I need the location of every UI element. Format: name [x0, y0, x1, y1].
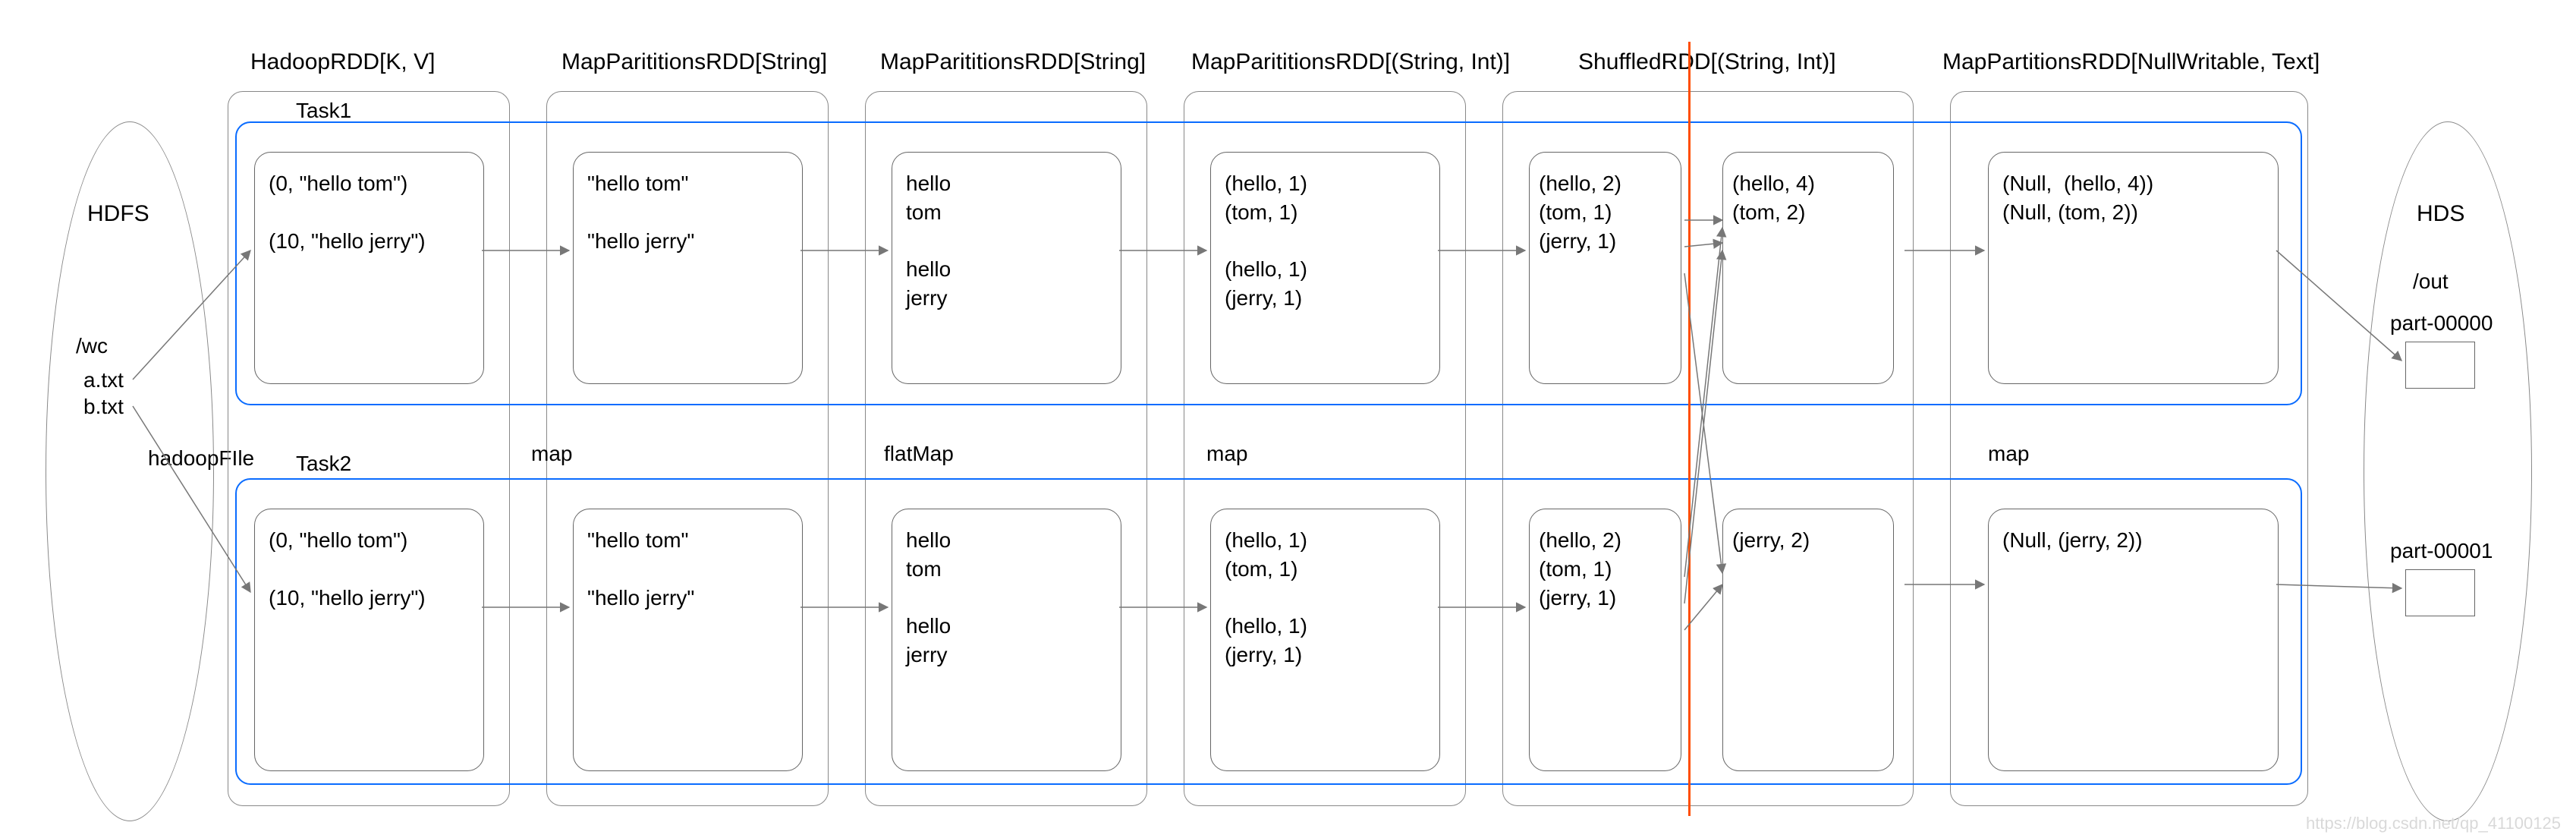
hdfs-title: HDFS: [87, 201, 149, 227]
hds-part1: part-00001: [2390, 539, 2493, 563]
partition-5a-pre: (hello, 2) (tom, 1) (jerry, 1): [1529, 152, 1681, 384]
partition-5b-pre: (hello, 2) (tom, 1) (jerry, 1): [1529, 509, 1681, 771]
hds-title: HDS: [2417, 201, 2464, 227]
partition-4b: (hello, 1) (tom, 1) (hello, 1) (jerry, 1…: [1210, 509, 1440, 771]
hds-part0-box: [2405, 342, 2475, 389]
col2-header: MapParititionsRDD[String]: [561, 49, 827, 75]
partition-2b: "hello tom" "hello jerry": [573, 509, 803, 771]
op-flatmap: flatMap: [884, 442, 954, 466]
stage-divider: [1688, 42, 1691, 816]
op-map3: map: [1206, 442, 1247, 466]
partition-5b-post: (jerry, 2): [1722, 509, 1894, 771]
partition-4a: (hello, 1) (tom, 1) (hello, 1) (jerry, 1…: [1210, 152, 1440, 384]
partition-2a: "hello tom" "hello jerry": [573, 152, 803, 384]
hds-dir: /out: [2413, 269, 2449, 294]
col3-header: MapParititionsRDD[String]: [880, 49, 1146, 75]
op-map1: map: [531, 442, 572, 466]
hdfs-dir: /wc: [76, 334, 108, 358]
op-map4: map: [1988, 442, 2029, 466]
partition-1a: (0, "hello tom") (10, "hello jerry"): [254, 152, 484, 384]
partition-6b: (Null, (jerry, 2)): [1988, 509, 2279, 771]
partition-1b: (0, "hello tom") (10, "hello jerry"): [254, 509, 484, 771]
col5-header: ShuffledRDD[(String, Int)]: [1578, 49, 1836, 75]
hds-part1-box: [2405, 569, 2475, 616]
hdfs-file-b: b.txt: [83, 395, 124, 419]
partition-3a: hello tom hello jerry: [892, 152, 1121, 384]
task2-label: Task2: [296, 452, 351, 476]
col1-header: HadoopRDD[K, V]: [250, 49, 435, 75]
watermark: https://blog.csdn.net/qp_41100125: [2306, 814, 2561, 833]
partition-3b: hello tom hello jerry: [892, 509, 1121, 771]
col6-header: MapPartitionsRDD[NullWritable, Text]: [1942, 49, 2320, 75]
hds-part0: part-00000: [2390, 311, 2493, 336]
hdfs-file-a: a.txt: [83, 368, 124, 392]
task1-label: Task1: [296, 99, 351, 123]
partition-5a-post: (hello, 4) (tom, 2): [1722, 152, 1894, 384]
col4-header: MapParititionsRDD[(String, Int)]: [1191, 49, 1510, 75]
diagram-canvas: HDFS /wc a.txt b.txt hadoopFIle HDS /out…: [0, 0, 2576, 838]
partition-6a: (Null, (hello, 4)) (Null, (tom, 2)): [1988, 152, 2279, 384]
